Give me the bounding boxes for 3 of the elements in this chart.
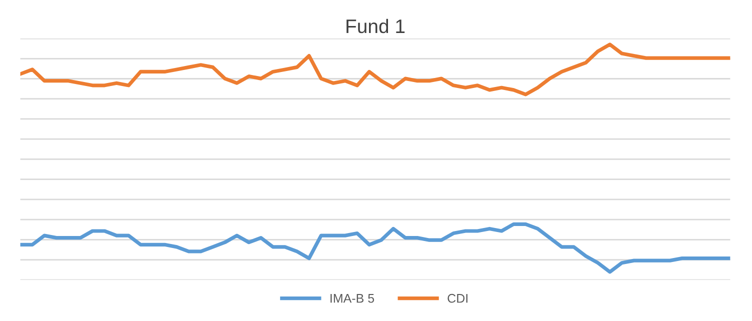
legend-label: IMA-B 5 — [330, 294, 374, 303]
chart-title: Fund 1 — [346, 18, 405, 34]
legend-label: CDI — [448, 294, 468, 303]
